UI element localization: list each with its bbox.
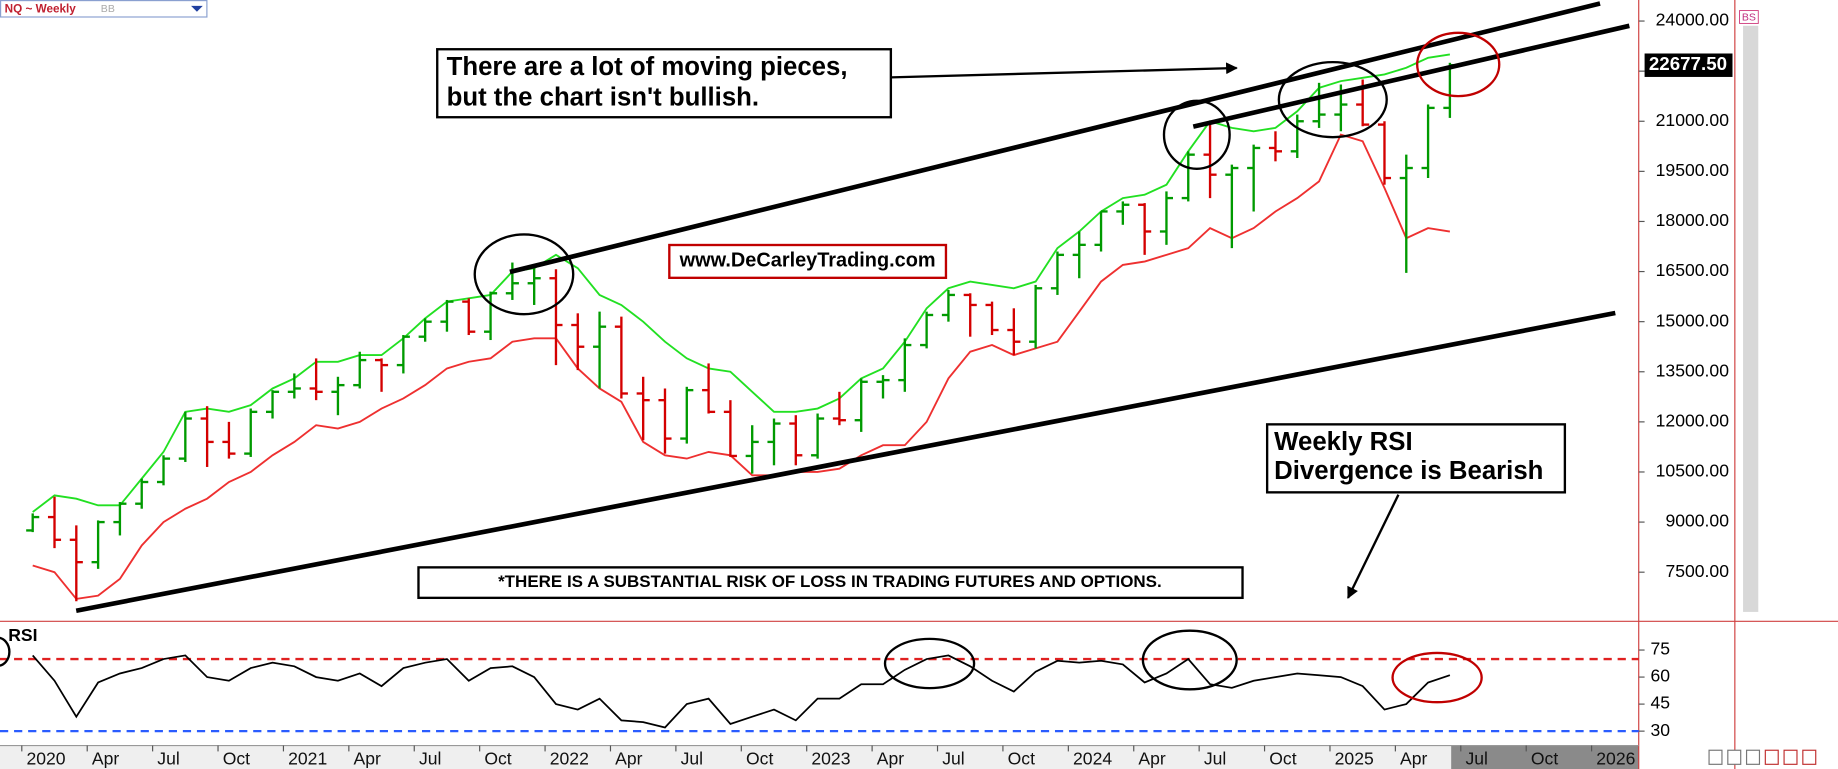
rsi-tick-label: 45 bbox=[1650, 693, 1670, 713]
y-tick-label: 12000.00 bbox=[1656, 411, 1730, 431]
y-tick-label: 7500.00 bbox=[1665, 561, 1729, 581]
side-label: BS bbox=[1742, 11, 1756, 23]
rsi-tick-label: 60 bbox=[1650, 666, 1670, 686]
x-tick-label: 2023 bbox=[811, 748, 850, 768]
headline-text: There are a lot of moving pieces, bbox=[447, 53, 848, 81]
y-tick-label: 13500.00 bbox=[1656, 360, 1730, 380]
arrow bbox=[890, 62, 1238, 79]
nav-button[interactable] bbox=[1745, 749, 1761, 765]
drawings bbox=[0, 1, 1630, 704]
x-tick-label: Jul bbox=[1204, 748, 1226, 768]
x-axis-strip bbox=[0, 745, 1639, 769]
nav-button[interactable] bbox=[1708, 749, 1723, 765]
y-tick-label: 24000.00 bbox=[1656, 10, 1730, 30]
y-tick-label: 9000.00 bbox=[1665, 511, 1729, 531]
circle bbox=[1391, 651, 1483, 704]
header-title: NQ ~ Weekly bbox=[5, 2, 77, 15]
trend-line bbox=[509, 1, 1601, 275]
headline-text: but the chart isn't bullish. bbox=[447, 83, 759, 111]
y-tick-label: 15000.00 bbox=[1656, 310, 1730, 330]
last-price-label: 22677.50 bbox=[1649, 53, 1727, 74]
x-tick-label: Jul bbox=[1465, 748, 1487, 768]
website-box bbox=[668, 243, 948, 279]
x-tick-label: Oct bbox=[746, 748, 773, 768]
nav-button[interactable] bbox=[1727, 749, 1742, 765]
y-tick-label: 21000.00 bbox=[1656, 110, 1730, 130]
side-label-box bbox=[1739, 10, 1759, 24]
last-price-box bbox=[1644, 53, 1733, 77]
header-dropdown[interactable] bbox=[191, 5, 203, 12]
x-tick-label: 2026 bbox=[1596, 748, 1635, 768]
scrollbar[interactable] bbox=[1743, 25, 1759, 612]
x-tick-label: Jul bbox=[681, 748, 703, 768]
x-tick-label: Oct bbox=[484, 748, 511, 768]
x-tick-label: Jul bbox=[419, 748, 441, 768]
arrow bbox=[1346, 494, 1400, 599]
y-tick-label: 18000.00 bbox=[1656, 210, 1730, 230]
x-tick-label: Jul bbox=[157, 748, 179, 768]
nav-button[interactable] bbox=[1802, 749, 1817, 765]
x-tick-label: 2021 bbox=[288, 748, 327, 768]
x-tick-label: 2020 bbox=[26, 748, 65, 768]
disclaimer-box bbox=[417, 566, 1244, 600]
disclaimer-text: *THERE IS A SUBSTANTIAL RISK OF LOSS IN … bbox=[498, 572, 1162, 591]
trend-line bbox=[75, 310, 1616, 614]
rsi-label: RSI bbox=[8, 625, 37, 645]
x-tick-label: Oct bbox=[1531, 748, 1558, 768]
circle bbox=[473, 233, 575, 316]
x-tick-label: 2025 bbox=[1335, 748, 1374, 768]
x-tick-label: Oct bbox=[1008, 748, 1035, 768]
plot-area: 7500.00 9000.00 10500.00 12000.00 13500.00 15… bbox=[0, 10, 1733, 768]
header-box[interactable] bbox=[0, 0, 208, 18]
circle bbox=[0, 636, 11, 667]
x-tick-label: Apr bbox=[1138, 748, 1165, 768]
x-tick-label: 2022 bbox=[550, 748, 589, 768]
circle bbox=[883, 637, 976, 690]
x-tick-label: Apr bbox=[615, 748, 642, 768]
y-tick-label: 10500.00 bbox=[1656, 461, 1730, 481]
circle bbox=[1277, 60, 1388, 139]
x-tick-label: Apr bbox=[1400, 748, 1428, 768]
y-tick-label: 16500.00 bbox=[1656, 260, 1730, 280]
circle bbox=[1416, 31, 1501, 98]
circle bbox=[1162, 99, 1231, 170]
y-tick-label: 19500.00 bbox=[1656, 160, 1730, 180]
nav-button[interactable] bbox=[1764, 749, 1779, 765]
x-tick-label: Oct bbox=[1269, 748, 1296, 768]
website-text: www.DeCarleyTrading.com bbox=[679, 250, 936, 272]
circle bbox=[1141, 629, 1238, 691]
lower-band bbox=[32, 133, 1451, 600]
rsi-tick-label: 30 bbox=[1650, 720, 1670, 740]
rsi-note-text: Divergence is Bearish bbox=[1274, 457, 1543, 485]
rsi-note-text: Weekly RSI bbox=[1274, 428, 1412, 456]
headline-box bbox=[436, 48, 893, 119]
x-tick-label: Apr bbox=[354, 748, 381, 768]
x-tick-label: Oct bbox=[223, 748, 250, 768]
rsi-note-box bbox=[1265, 423, 1567, 494]
x-tick-label: Apr bbox=[92, 748, 119, 768]
trend-line bbox=[1192, 23, 1630, 129]
nav-button[interactable] bbox=[1783, 749, 1798, 765]
rsi-tick-label: 75 bbox=[1650, 639, 1670, 659]
nav-icons[interactable] bbox=[1708, 749, 1817, 765]
x-tick-label: Apr bbox=[877, 748, 904, 768]
header-study: BB bbox=[101, 3, 115, 15]
x-tick-label: Jul bbox=[942, 748, 964, 768]
x-tick-label: 2024 bbox=[1073, 748, 1112, 768]
